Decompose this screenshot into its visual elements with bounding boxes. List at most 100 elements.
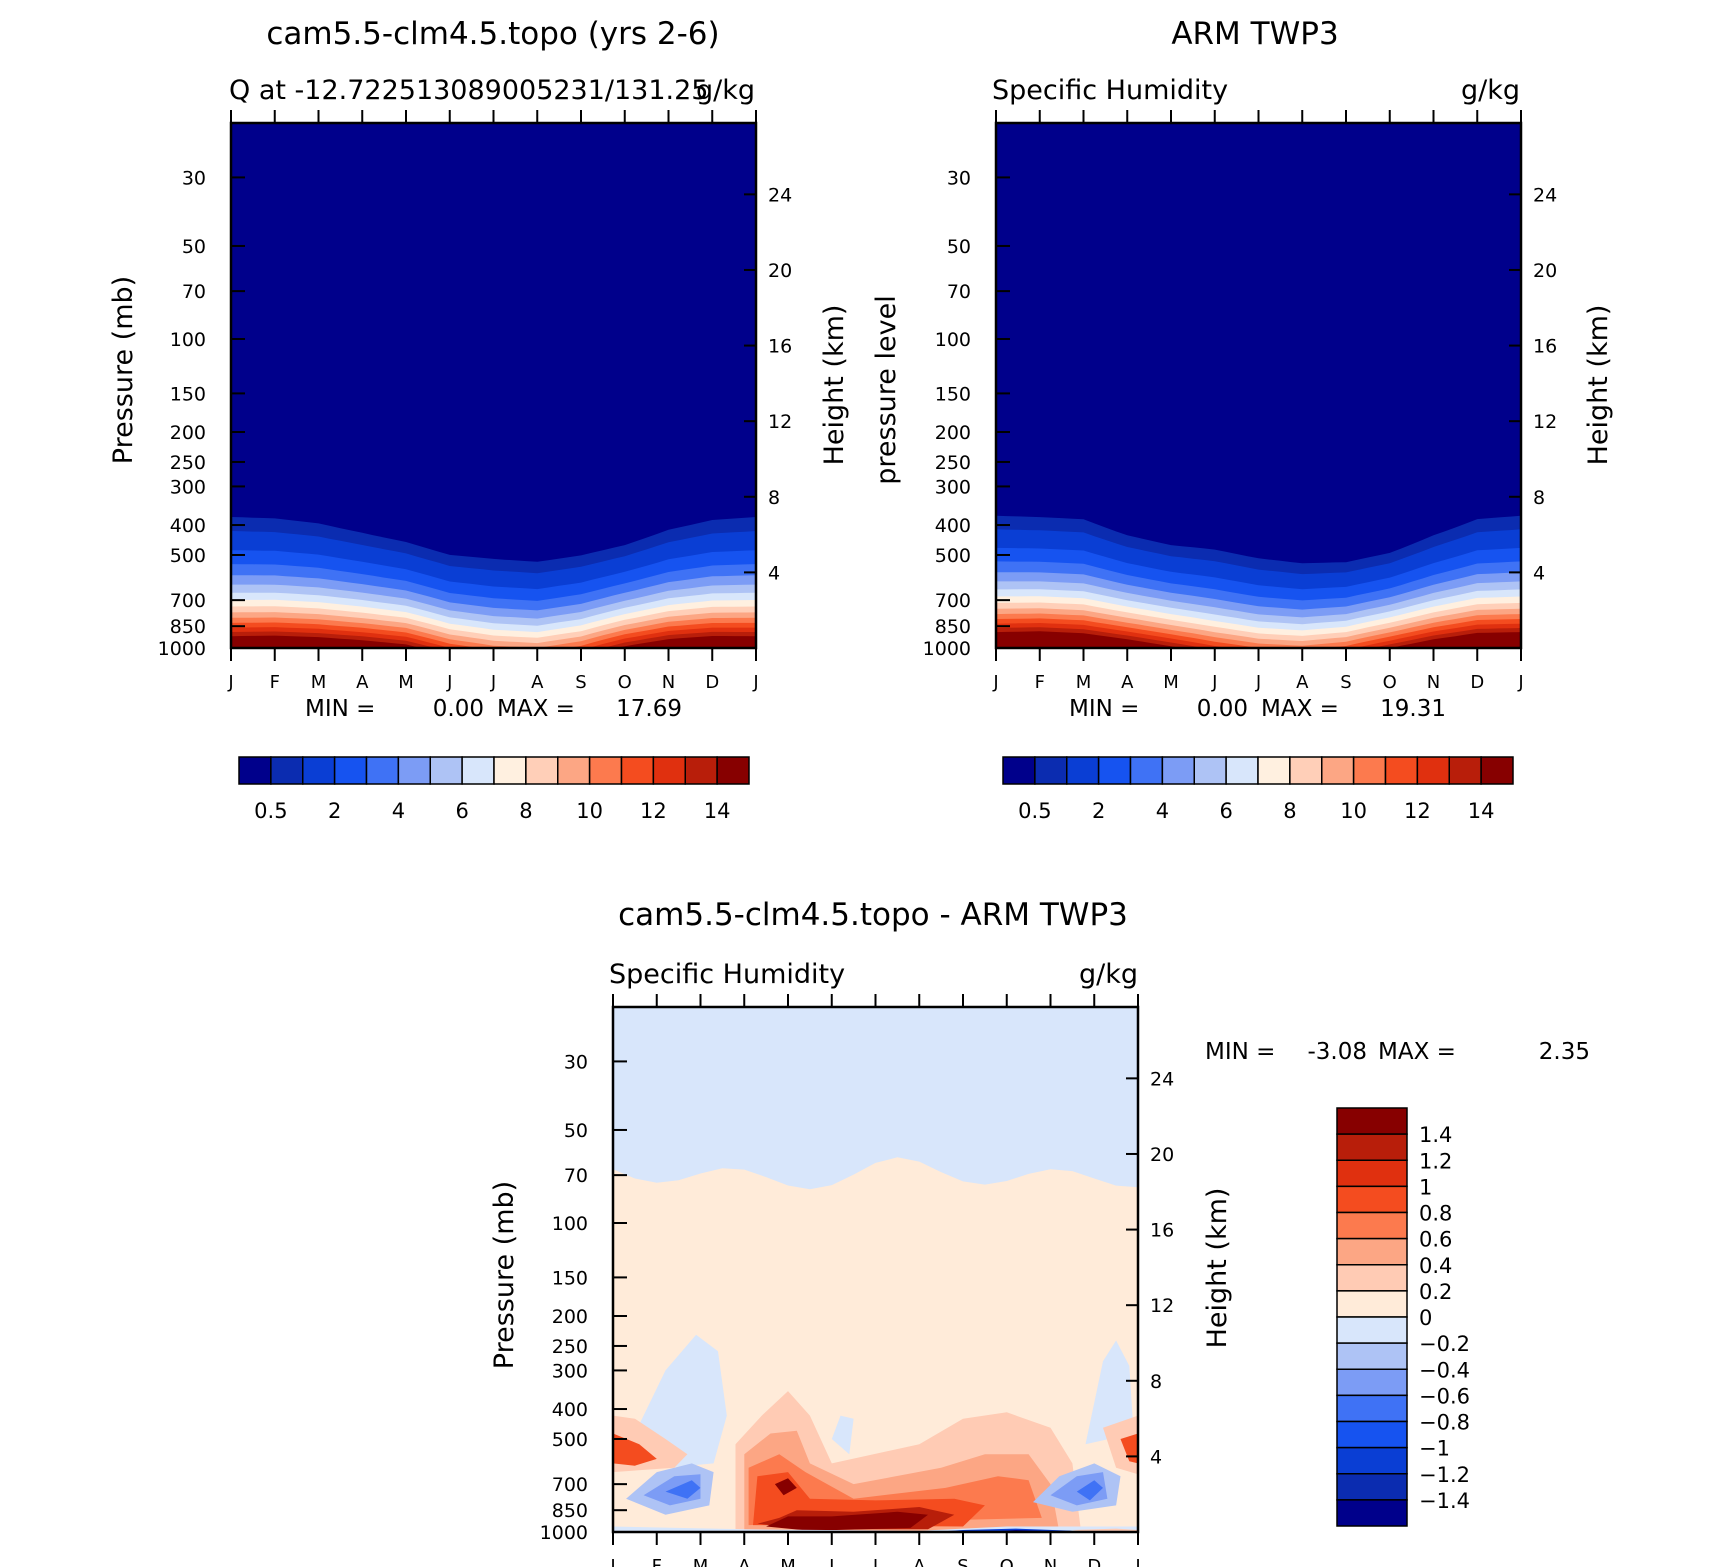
x-tick-label: M — [398, 672, 414, 693]
panel-obs-min-label: MIN = — [1069, 696, 1139, 722]
colorbar-tick-label: 2 — [1092, 799, 1105, 823]
y-tick-label: 70 — [564, 1165, 588, 1187]
height-tick-label: 20 — [1150, 1144, 1174, 1166]
height-tick-label: 12 — [1533, 411, 1557, 433]
colorbar-swatch — [1336, 1133, 1408, 1161]
x-tick-label: N — [662, 672, 675, 693]
height-tick-label: 12 — [768, 411, 792, 433]
panel-difference-subtitle: Specific Humidity — [609, 959, 845, 990]
colorbar-swatch — [461, 756, 495, 785]
contour-band — [613, 1433, 657, 1466]
y-tick-label: 200 — [170, 422, 206, 444]
x-tick-label: A — [913, 1556, 926, 1567]
x-tick-label: O — [618, 672, 632, 693]
panel-model-title: cam5.5-clm4.5.topo (yrs 2-6) — [266, 16, 719, 52]
panel-difference: cam5.5-clm4.5.topo - ARM TWP3 Specific H… — [489, 897, 1590, 1567]
colorbar-swatch — [1336, 1394, 1408, 1423]
x-tick-label: J — [446, 672, 452, 693]
y-tick-label: 50 — [947, 236, 971, 258]
x-tick-label: D — [705, 672, 719, 693]
colorbar-swatch — [1336, 1342, 1408, 1370]
colorbar-swatch — [365, 756, 400, 785]
colorbar-tick-label: 1 — [1419, 1175, 1432, 1199]
colorbar-swatch — [684, 756, 718, 785]
colorbar-tick-label: 0.6 — [1419, 1228, 1452, 1252]
colorbar-swatch — [1336, 1420, 1408, 1449]
colorbar-swatch — [1448, 756, 1482, 785]
colorbar-tick-label: 14 — [1468, 799, 1495, 823]
y-tick-label: 200 — [552, 1306, 588, 1328]
colorbar-swatch — [1161, 756, 1195, 785]
panel-difference-units: g/kg — [1079, 959, 1138, 990]
x-tick-label: J — [1211, 672, 1217, 693]
panel-model: cam5.5-clm4.5.topo (yrs 2-6) Q at -12.72… — [108, 16, 850, 823]
y-tick-label: 150 — [552, 1267, 588, 1289]
x-tick-label: S — [575, 672, 586, 693]
colorbar-swatch — [1336, 1159, 1408, 1188]
y-tick-label: 1000 — [540, 1522, 588, 1544]
height-tick-label: 24 — [1150, 1068, 1174, 1090]
contour-band — [774, 1478, 797, 1496]
panel-difference-max-label: MAX = — [1378, 1039, 1456, 1065]
y-tick-label: 400 — [935, 515, 971, 537]
colorbar-swatch — [620, 756, 655, 785]
y-tick-label: 30 — [564, 1051, 588, 1073]
y-tick-label: 30 — [182, 167, 206, 189]
x-tick-label: J — [828, 1556, 834, 1567]
colorbar-swatch — [1289, 756, 1323, 785]
y-tick-label: 700 — [552, 1474, 588, 1496]
colorbar-swatch — [1066, 756, 1100, 785]
colorbar-swatch — [1002, 756, 1036, 785]
colorbar-swatch — [397, 756, 431, 785]
x-tick-label: J — [872, 1556, 878, 1567]
colorbar-swatch — [1097, 756, 1132, 785]
x-tick-label: A — [1296, 672, 1309, 693]
colorbar-tick-label: −0.2 — [1419, 1332, 1470, 1356]
colorbar-tick-label: −0.4 — [1419, 1358, 1470, 1382]
height-tick-label: 16 — [1533, 336, 1557, 358]
y-tick-label: 250 — [935, 452, 971, 474]
x-tick-label: M — [1163, 672, 1179, 693]
y-tick-label: 1000 — [923, 638, 971, 660]
panel-model-subtitle: Q at -12.722513089005231/131.25 — [229, 75, 708, 106]
colorbar-swatch — [1336, 1290, 1408, 1318]
y-tick-label: 300 — [935, 476, 971, 498]
y-tick-label: 100 — [935, 329, 971, 351]
height-tick-label: 24 — [768, 184, 792, 206]
panel-model-min-value: 0.00 — [433, 696, 484, 722]
x-tick-label: A — [1121, 672, 1134, 693]
x-tick-label: D — [1470, 672, 1484, 693]
panel-model-ylabel: Pressure (mb) — [108, 276, 139, 464]
panel-difference-contour-fill — [613, 1007, 1138, 1532]
y-tick-label: 250 — [552, 1336, 588, 1358]
colorbar-swatch — [302, 756, 336, 785]
x-tick-label: J — [1134, 1556, 1140, 1567]
x-tick-label: N — [1427, 672, 1440, 693]
colorbar-tick-label: 0.5 — [1018, 799, 1051, 823]
panel-obs-ylabel-right: Height (km) — [1583, 305, 1614, 466]
y-tick-label: 70 — [182, 281, 206, 303]
panel-obs-contour-fill — [996, 123, 1521, 648]
colorbar-swatch — [429, 756, 463, 785]
panel-difference-title: cam5.5-clm4.5.topo - ARM TWP3 — [618, 897, 1128, 933]
colorbar-swatch — [1034, 756, 1068, 785]
x-tick-label: J — [992, 672, 998, 693]
colorbar-tick-label: 0.8 — [1419, 1202, 1452, 1226]
panel-obs-max-value: 19.31 — [1380, 696, 1446, 722]
colorbar-tick-label: 1.4 — [1419, 1123, 1452, 1147]
colorbar-swatch — [588, 756, 623, 785]
colorbar-tick-label: −0.6 — [1419, 1384, 1470, 1408]
contour-band — [665, 1480, 701, 1499]
y-tick-label: 50 — [182, 236, 206, 258]
colorbar-swatch — [1225, 756, 1259, 785]
colorbar-swatch — [1257, 756, 1291, 785]
y-tick-label: 1000 — [158, 638, 206, 660]
colorbar-tick-label: 8 — [1283, 799, 1296, 823]
colorbar-swatch — [333, 756, 368, 785]
y-tick-label: 300 — [552, 1360, 588, 1382]
y-tick-label: 200 — [935, 422, 971, 444]
y-tick-label: 700 — [170, 590, 206, 612]
colorbar-tick-label: 0.2 — [1419, 1280, 1452, 1304]
